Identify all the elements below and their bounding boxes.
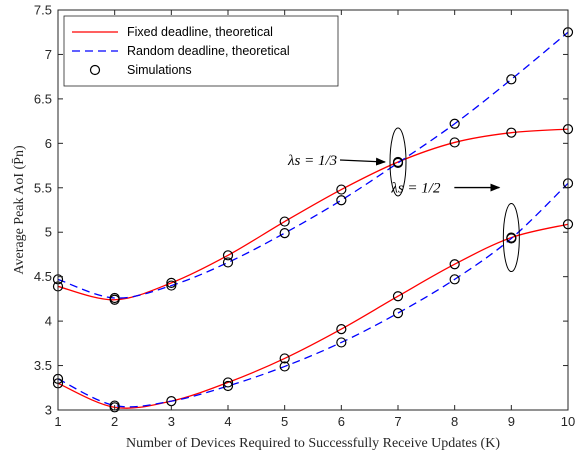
simulation-point	[506, 74, 517, 85]
x-tick-label: 7	[394, 414, 401, 429]
simulation-point	[392, 291, 404, 302]
y-tick-label: 5	[45, 225, 52, 240]
simulation-point	[392, 157, 404, 168]
x-tick-label: 4	[224, 414, 231, 429]
x-tick-label: 1	[54, 414, 61, 429]
x-axis-label: Number of Devices Required to Successful…	[126, 436, 500, 451]
simulation-point	[222, 257, 234, 268]
y-axis-label: Average Peak AoI (P̄n)	[11, 145, 27, 275]
y-tick-label: 4	[45, 314, 52, 329]
annotation-label: λs = 1/2	[390, 181, 441, 197]
x-tick-label: 5	[281, 414, 288, 429]
simulation-point	[449, 137, 460, 148]
plot-frame	[57, 9, 569, 411]
fixed-deadline-line	[57, 128, 569, 301]
y-tick-label: 5.5	[34, 180, 52, 195]
simulation-point	[166, 277, 177, 288]
y-tick-label: 4.5	[34, 269, 52, 284]
annotation-arrow	[339, 157, 386, 166]
simulation-point	[336, 195, 347, 206]
simulation-point	[336, 184, 347, 195]
annotation-ellipse	[502, 203, 520, 273]
y-tick-label: 7.5	[34, 3, 52, 18]
series-layer	[57, 31, 569, 409]
simulation-point	[222, 377, 234, 388]
y-tick-label: 6.5	[34, 91, 52, 106]
simulation-point	[279, 228, 290, 239]
simulation-point	[506, 127, 517, 138]
y-tick-label: 7	[45, 47, 52, 62]
legend-swatch-simulation	[89, 64, 101, 76]
simulation-point	[222, 380, 234, 392]
y-tick-label: 3.5	[34, 358, 52, 373]
legend-label-random: Random deadline, theoretical	[127, 44, 290, 58]
fixed-deadline-line	[57, 223, 569, 409]
legend-label-fixed: Fixed deadline, theoretical	[127, 25, 273, 39]
annotation-layer: λs = 1/3 λs = 1/2	[287, 127, 520, 273]
simulation-point	[109, 292, 120, 304]
random-deadline-line	[57, 31, 569, 299]
x-tick-label: 8	[451, 414, 458, 429]
x-tick-label: 9	[508, 414, 515, 429]
simulation-point	[449, 118, 460, 129]
annotation-ellipse	[389, 127, 407, 197]
y-tick-label: 3	[45, 403, 52, 418]
x-tick-label: 3	[168, 414, 175, 429]
legend-box	[63, 15, 339, 87]
simulation-point	[279, 216, 290, 227]
simulation-point	[392, 308, 404, 319]
simulation-point	[222, 250, 234, 261]
simulation-point	[279, 353, 290, 364]
x-tick-label: 10	[561, 414, 575, 429]
simulation-point	[279, 361, 290, 372]
tick-layer: 1 2 3 4 5 6 7 8 9 10 3 3.5 4 4.5 5 5.5 6 6.5 7 7.5	[34, 3, 575, 430]
x-tick-label: 2	[111, 414, 118, 429]
legend-label-simulation: Simulations	[127, 63, 192, 77]
simulation-point	[336, 324, 347, 335]
simulation-point	[449, 259, 460, 270]
simulation-point	[506, 233, 517, 244]
x-tick-label: 6	[338, 414, 345, 429]
random-deadline-line	[57, 182, 569, 408]
y-tick-label: 6	[45, 136, 52, 151]
simulation-point	[336, 337, 347, 348]
simulation-point	[166, 280, 177, 291]
annotation-label: λs = 1/3	[287, 153, 337, 169]
legend: Fixed deadline, theoretical Random deadl…	[63, 15, 339, 87]
simulation-point	[449, 274, 460, 285]
